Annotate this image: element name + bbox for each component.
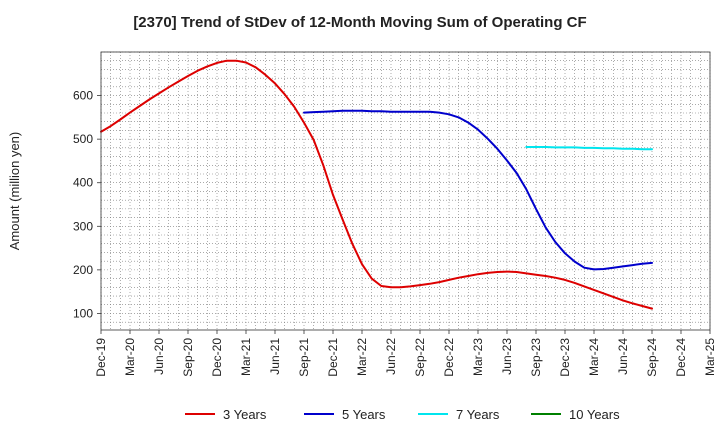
x-tick-label: Dec-23 [558, 338, 572, 377]
x-tick-label: Mar-24 [587, 338, 601, 376]
x-tick-label: Mar-25 [703, 338, 717, 376]
x-tick-label: Dec-24 [674, 338, 688, 377]
x-tick-label: Jun-20 [152, 338, 166, 375]
plot-frame [100, 51, 711, 331]
x-tick-label: Jun-23 [500, 338, 514, 375]
legend-label: 7 Years [456, 407, 500, 422]
legend: 3 Years 5 Years 7 Years 10 Years [185, 407, 620, 422]
y-tick-label: 300 [73, 219, 93, 233]
x-tick-label: Jun-21 [268, 338, 282, 375]
x-tick-label: Sep-20 [181, 338, 195, 377]
x-tick-label: Jun-22 [384, 338, 398, 375]
y-tick-label: 600 [73, 89, 93, 103]
y-axis-title: Amount (million yen) [7, 132, 22, 251]
x-tick-label: Sep-21 [297, 338, 311, 377]
x-tick-label: Dec-22 [442, 338, 456, 377]
series-line-5-years [303, 109, 653, 271]
series-lines [100, 59, 653, 310]
x-tick-label: Sep-24 [645, 338, 659, 377]
series-line-3-years [100, 59, 653, 310]
y-tick-label: 100 [73, 306, 93, 320]
y-tick-label: 500 [73, 132, 93, 146]
y-tick-label: 400 [73, 176, 93, 190]
x-tick-label: Mar-21 [239, 338, 253, 376]
x-tick-label: Mar-20 [123, 338, 137, 376]
x-tick-label: Sep-23 [529, 338, 543, 377]
series-line-7-years [525, 146, 653, 151]
x-tick-label: Jun-24 [616, 338, 630, 375]
legend-label: 5 Years [342, 407, 386, 422]
x-tick-label: Dec-20 [210, 338, 224, 377]
chart-title: [2370] Trend of StDev of 12-Month Moving… [133, 14, 587, 31]
y-tick-label: 200 [73, 263, 93, 277]
x-tick-label: Sep-22 [413, 338, 427, 377]
x-tick-label: Mar-22 [355, 338, 369, 376]
legend-label: 10 Years [569, 407, 620, 422]
axes: 100 200 300 400 500 600 Dec-19 Mar-20 Jun-20 Sep-… [7, 51, 717, 377]
x-tick-label: Dec-19 [94, 338, 108, 377]
grid [100, 51, 711, 330]
legend-label: 3 Years [223, 407, 267, 422]
x-tick-label: Dec-21 [326, 338, 340, 377]
x-tick-label: Mar-23 [471, 338, 485, 376]
